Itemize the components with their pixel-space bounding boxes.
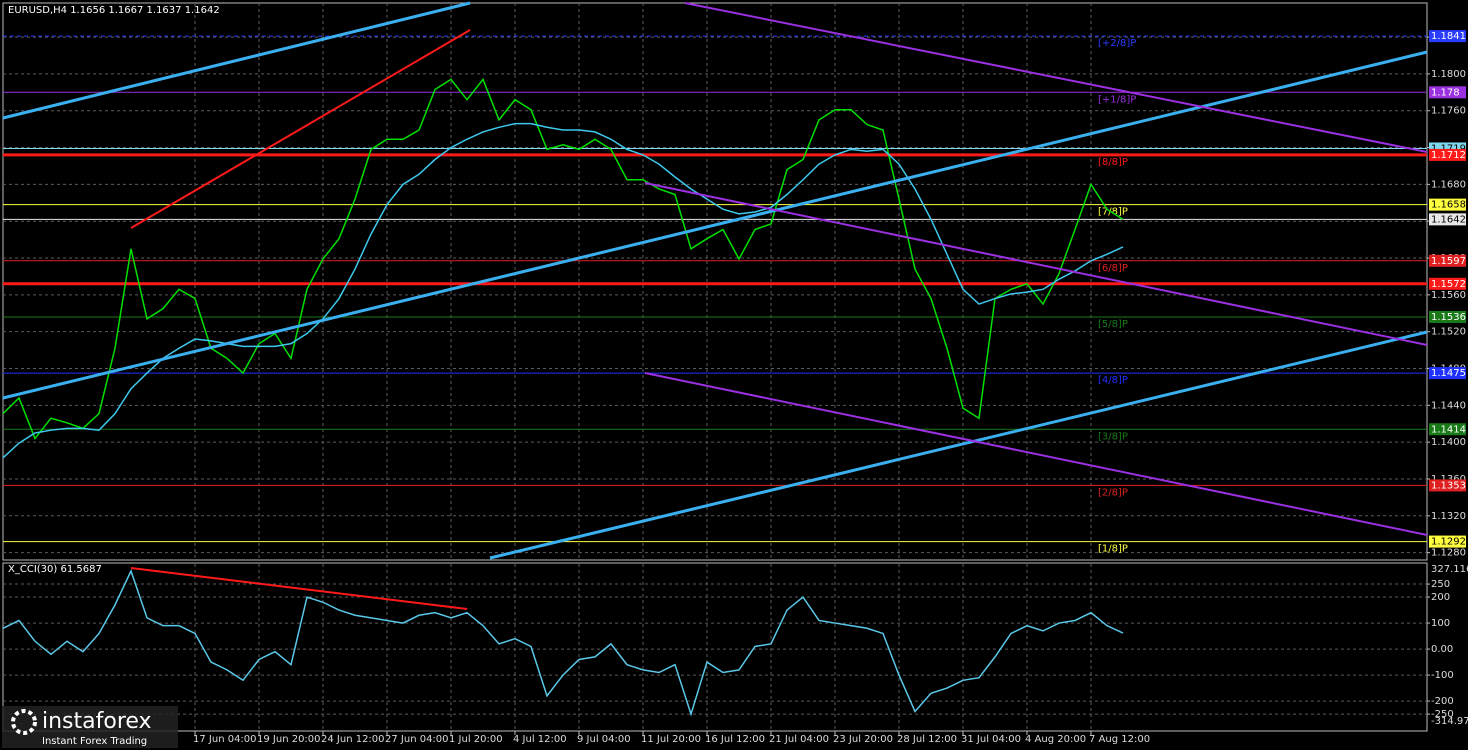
price-tag xyxy=(1429,479,1466,492)
x-tick-label: 23 Jul 20:00 xyxy=(833,734,893,745)
y-tick-label: 1.1280 xyxy=(1431,548,1466,559)
price-tag-label: 1.1414 xyxy=(1431,424,1466,435)
price-tag-label: 1.1841 xyxy=(1431,31,1466,42)
price-line xyxy=(2,77,1124,440)
price-line xyxy=(2,122,1124,459)
y-limit-label: 327.116 xyxy=(1431,564,1468,575)
price-tag xyxy=(1429,254,1466,267)
x-tick-label: 7 Aug 12:00 xyxy=(1089,734,1150,745)
trend-lines xyxy=(2,1,1428,610)
murrey-label: [2/8]P xyxy=(1098,487,1128,498)
murrey-label: [3/8]P xyxy=(1098,431,1128,442)
price-panel xyxy=(2,2,1428,561)
divergence-line xyxy=(130,567,468,610)
channel-line xyxy=(644,372,1428,536)
price-tag-label: 1.1536 xyxy=(1431,312,1466,323)
price-line xyxy=(2,569,1124,717)
price-tag xyxy=(1429,86,1466,99)
murrey-label: [+1/8]P xyxy=(1098,94,1136,105)
x-tick-label: 16 Jul 12:00 xyxy=(705,734,765,745)
murrey-label: [4/8]P xyxy=(1098,375,1128,386)
channel-line xyxy=(644,182,1428,346)
y-tick-label: 200 xyxy=(1431,592,1450,603)
y-tick-label: -100 xyxy=(1431,670,1454,681)
price-tag xyxy=(1429,148,1466,161)
price-tag-label: 1.178 xyxy=(1431,87,1460,98)
price-tag-label: 1.1292 xyxy=(1431,537,1466,548)
murrey-label: [+2/8]P xyxy=(1098,38,1136,49)
y-limit-label: -314.975 xyxy=(1431,716,1468,727)
x-tick-label: 9 Jul 04:00 xyxy=(577,734,631,745)
x-tick-label: 27 Jun 04:00 xyxy=(385,734,449,745)
indicator-title: X_CCI(30) 61.5687 xyxy=(8,564,102,575)
price-tag xyxy=(1429,277,1466,290)
x-tick-label: 4 Jul 12:00 xyxy=(513,734,567,745)
price-tag xyxy=(1429,423,1466,436)
y-tick-label: 1.1680 xyxy=(1431,179,1466,190)
price-tag xyxy=(1429,30,1466,43)
x-tick-label: 21 Jul 04:00 xyxy=(769,734,829,745)
y-tick-label: 1.1520 xyxy=(1431,327,1466,338)
x-tick-label: 31 Jul 04:00 xyxy=(961,734,1021,745)
murrey-label: [1/8]P xyxy=(1098,544,1128,555)
trend-line xyxy=(2,50,1428,400)
x-tick-label: 4 Aug 20:00 xyxy=(1025,734,1086,745)
price-tag-label: 1.1475 xyxy=(1431,368,1466,379)
price-tag-label: 1.1642 xyxy=(1431,214,1466,225)
y-tick-label: 1.1760 xyxy=(1431,106,1466,117)
logo: instaforex Instant Forex Trading xyxy=(2,706,178,748)
channel-line xyxy=(684,2,1428,153)
plot-layer: 1.12801.13201.13601.14001.14401.14801.15… xyxy=(2,3,1468,745)
x-tick-label: 19 Jun 20:00 xyxy=(257,734,321,745)
y-tick-label: -250 xyxy=(1431,709,1454,720)
y-tick-label: 1.1400 xyxy=(1431,437,1466,448)
murrey-label: [8/8]P xyxy=(1098,157,1128,168)
y-tick-label: 1.1560 xyxy=(1431,290,1466,301)
x-tick-label: 17 Jun 04:00 xyxy=(193,734,257,745)
price-tag xyxy=(1429,367,1466,380)
y-tick-label: 1.1800 xyxy=(1431,69,1466,80)
price-tag-label: 1.1597 xyxy=(1431,256,1466,267)
logo-icon xyxy=(11,709,37,735)
price-tag-label: 1.1712 xyxy=(1431,150,1466,161)
price-tag xyxy=(1429,310,1466,323)
price-tag-label: 1.1658 xyxy=(1431,200,1466,211)
x-tick-label: 1 Jul 20:00 xyxy=(449,734,503,745)
y-tick-label: 1.1440 xyxy=(1431,400,1466,411)
cci-panel xyxy=(2,562,1428,732)
price-tag xyxy=(1429,198,1466,211)
y-tick-label: -200 xyxy=(1431,696,1454,707)
price-tag-label: 1.1572 xyxy=(1431,279,1466,290)
y-tick-label: 250 xyxy=(1431,579,1450,590)
trend-line xyxy=(130,29,471,229)
murrey-label: [5/8]P xyxy=(1098,319,1128,330)
trend-line xyxy=(2,1,471,120)
x-tick-label: 28 Jul 12:00 xyxy=(897,734,957,745)
x-tick-label: 24 Jun 12:00 xyxy=(321,734,385,745)
logo-brand: instaforex xyxy=(42,709,152,734)
x-tick-label: 11 Jul 20:00 xyxy=(641,734,701,745)
murrey-label: [6/8]P xyxy=(1098,263,1128,274)
y-tick-label: 1.1320 xyxy=(1431,511,1466,522)
trend-line xyxy=(489,330,1428,560)
y-tick-label: 0.00 xyxy=(1431,644,1453,655)
symbol-header: EURUSD,H4 1.1656 1.1667 1.1637 1.1642 xyxy=(8,5,220,16)
price-tag xyxy=(1429,213,1466,226)
y-tick-label: 100 xyxy=(1431,618,1450,629)
logo-tagline: Instant Forex Trading xyxy=(42,736,147,747)
price-tag xyxy=(1429,535,1466,548)
price-tag-label: 1.1353 xyxy=(1431,480,1466,491)
